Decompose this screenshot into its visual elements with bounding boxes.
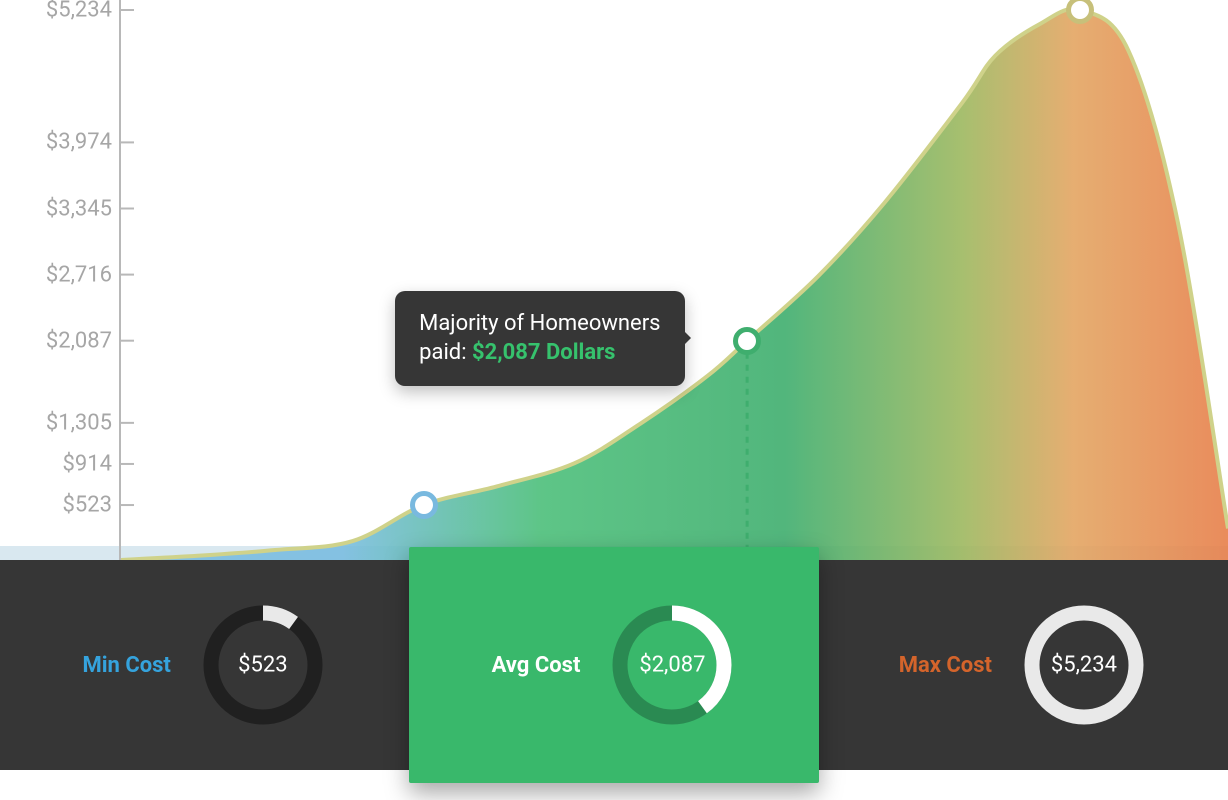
- y-axis-label: $1,305: [46, 410, 112, 435]
- max-cost-label: Max Cost: [899, 653, 992, 678]
- max-cost-donut: $5,234: [1020, 601, 1148, 729]
- avg-cost-label: Avg Cost: [492, 653, 581, 678]
- min-marker: [410, 491, 438, 519]
- y-axis-label: $5,234: [46, 0, 112, 23]
- tooltip-line1: Majority of Homeowners: [419, 309, 660, 339]
- tooltip-prefix: paid:: [419, 340, 472, 365]
- y-axis-label: $3,345: [46, 196, 112, 221]
- tooltip-line2: paid: $2,087 Dollars: [419, 338, 660, 368]
- avg-cost-value: $2,087: [639, 653, 705, 678]
- y-axis-label: $3,974: [46, 130, 112, 155]
- y-axis-labels: $5,234 $3,974 $3,345 $2,716 $2,087 $1,305 $914…: [0, 0, 120, 560]
- min-cost-donut: $523: [199, 601, 327, 729]
- min-cost-label: Min Cost: [82, 653, 170, 678]
- cost-distribution-chart: $5,234 $3,974 $3,345 $2,716 $2,087 $1,305 $914…: [0, 0, 1228, 580]
- max-cost-value: $5,234: [1051, 653, 1117, 678]
- min-cost-value: $523: [238, 653, 287, 678]
- y-axis-label: $914: [63, 451, 112, 476]
- min-cost-card: Min Cost $523: [0, 560, 409, 770]
- summary-cards: Min Cost $523 Avg Cost $2,087 Max Cost $…: [0, 560, 1228, 770]
- max-cost-card: Max Cost $5,234: [819, 560, 1228, 770]
- avg-cost-donut: $2,087: [608, 601, 736, 729]
- tooltip-value: $2,087 Dollars: [472, 340, 615, 365]
- y-axis-label: $2,716: [46, 262, 112, 287]
- avg-marker: [733, 327, 761, 355]
- y-axis-label: $2,087: [46, 328, 112, 353]
- y-axis-label: $523: [63, 493, 112, 518]
- avg-cost-card: Avg Cost $2,087: [409, 547, 818, 783]
- avg-tooltip: Majority of Homeowners paid: $2,087 Doll…: [395, 291, 684, 386]
